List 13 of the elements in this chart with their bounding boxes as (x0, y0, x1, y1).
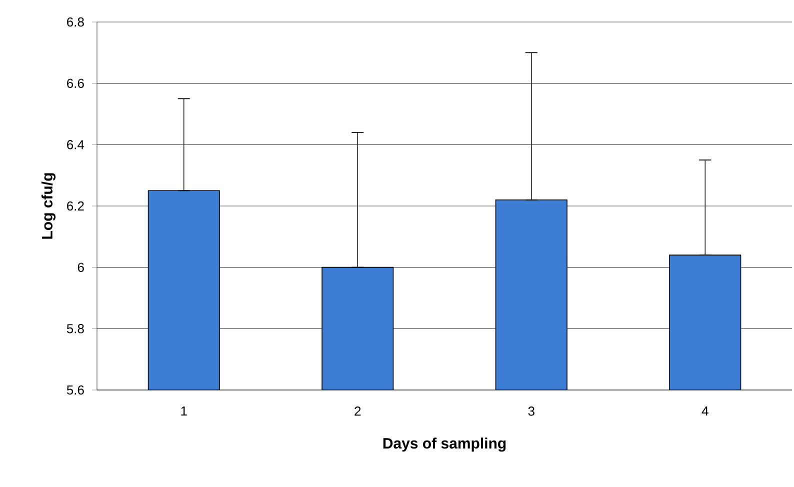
x-tick-label: 3 (528, 406, 534, 416)
y-tick-label: 5.8 (66, 324, 84, 334)
x-tick-label: 4 (702, 406, 708, 416)
y-tick-label: 6.8 (67, 17, 84, 27)
y-tick-label: 6.4 (67, 140, 84, 150)
y-tick-label: 6.2 (67, 201, 84, 211)
x-axis-title: Days of sampling (383, 438, 506, 452)
y-axis-title: Log cfu/g (41, 173, 56, 239)
y-tick-label: 5.6 (66, 385, 84, 395)
y-tick-label: 6 (78, 262, 84, 272)
x-tick-label: 2 (354, 406, 361, 416)
x-tick-label: 1 (181, 406, 187, 416)
y-tick-label: 6.6 (67, 78, 84, 88)
